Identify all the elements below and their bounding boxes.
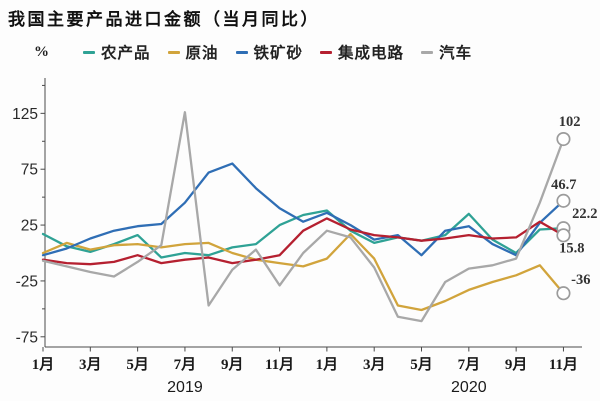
- month-label: 9月: [505, 356, 528, 373]
- y-tick-label: -75: [16, 329, 38, 346]
- legend-label-crude-oil: 原油: [185, 45, 219, 62]
- legend-dash-crude-oil: [167, 50, 180, 54]
- month-label: 9月: [221, 356, 244, 373]
- series-line-integrated-circuits: [41, 217, 565, 266]
- legend-label-agricultural-products: 农产品: [101, 45, 151, 62]
- legend-dash-integrated-circuits: [320, 50, 333, 54]
- y-axis-unit-label: %: [34, 43, 49, 60]
- year-label-2019: 2019: [167, 379, 203, 396]
- legend-item-integrated-circuits: 集成电路: [320, 41, 404, 63]
- y-tick-label: 25: [21, 218, 38, 235]
- end-label-iron-ore: 46.7: [551, 177, 576, 193]
- chart-title: 我国主要产品进口金额（当月同比）: [8, 10, 320, 29]
- series-line-crude-oil: [41, 232, 565, 312]
- month-label: 11月: [265, 356, 294, 373]
- end-label-integrated-circuits: 15.8: [559, 240, 584, 256]
- end-marker-iron-ore: [556, 193, 571, 208]
- legend-label-iron-ore: 铁矿砂: [253, 45, 304, 62]
- month-label: 11月: [549, 356, 578, 373]
- y-tick-label: -25: [16, 273, 38, 290]
- month-label: 7月: [458, 356, 481, 373]
- end-label-crude-oil: -36: [571, 272, 590, 288]
- legend-label-integrated-circuits: 集成电路: [338, 45, 405, 62]
- legend-dash-iron-ore: [235, 50, 248, 54]
- end-marker-automobiles: [556, 131, 571, 147]
- month-label: 5月: [410, 356, 433, 373]
- y-tick-label: 75: [21, 162, 38, 179]
- month-label: 3月: [363, 356, 386, 373]
- end-label-agricultural-products: 22.2: [572, 206, 597, 222]
- legend-item-agricultural-products: 农产品: [83, 41, 151, 63]
- end-marker-crude-oil: [556, 286, 571, 301]
- month-label: 1月: [32, 356, 55, 373]
- series-line-agricultural-products: [41, 209, 565, 259]
- legend: 农产品 原油 铁矿砂 集成电路 汽车: [83, 41, 472, 63]
- year-label-2020: 2020: [451, 379, 487, 396]
- month-label: 5月: [126, 356, 149, 373]
- legend-item-automobiles: 汽车: [421, 41, 472, 63]
- legend-label-automobiles: 汽车: [439, 45, 473, 62]
- legend-dash-automobiles: [421, 50, 434, 54]
- month-label: 7月: [174, 356, 197, 373]
- legend-row: % 农产品 原油 铁矿砂 集成电路 汽车: [34, 41, 472, 63]
- end-marker-integrated-circuits: [556, 228, 571, 243]
- series-line-automobiles: [41, 111, 565, 323]
- end-label-automobiles: 102: [559, 114, 581, 130]
- y-tick-label: 125: [12, 106, 38, 123]
- month-label: 3月: [79, 356, 102, 373]
- legend-item-crude-oil: 原油: [167, 41, 219, 63]
- legend-item-iron-ore: 铁矿砂: [235, 41, 304, 63]
- month-label: 1月: [316, 356, 339, 373]
- series-line-iron-ore: [41, 162, 565, 257]
- legend-dash-agricultural-products: [83, 50, 95, 54]
